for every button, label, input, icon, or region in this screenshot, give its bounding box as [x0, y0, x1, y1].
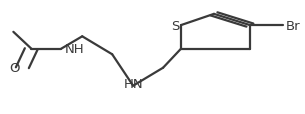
Text: NH: NH	[64, 43, 84, 56]
Text: Br: Br	[286, 19, 300, 32]
Text: S: S	[171, 19, 179, 32]
Text: O: O	[9, 62, 19, 75]
Text: HN: HN	[123, 78, 143, 90]
